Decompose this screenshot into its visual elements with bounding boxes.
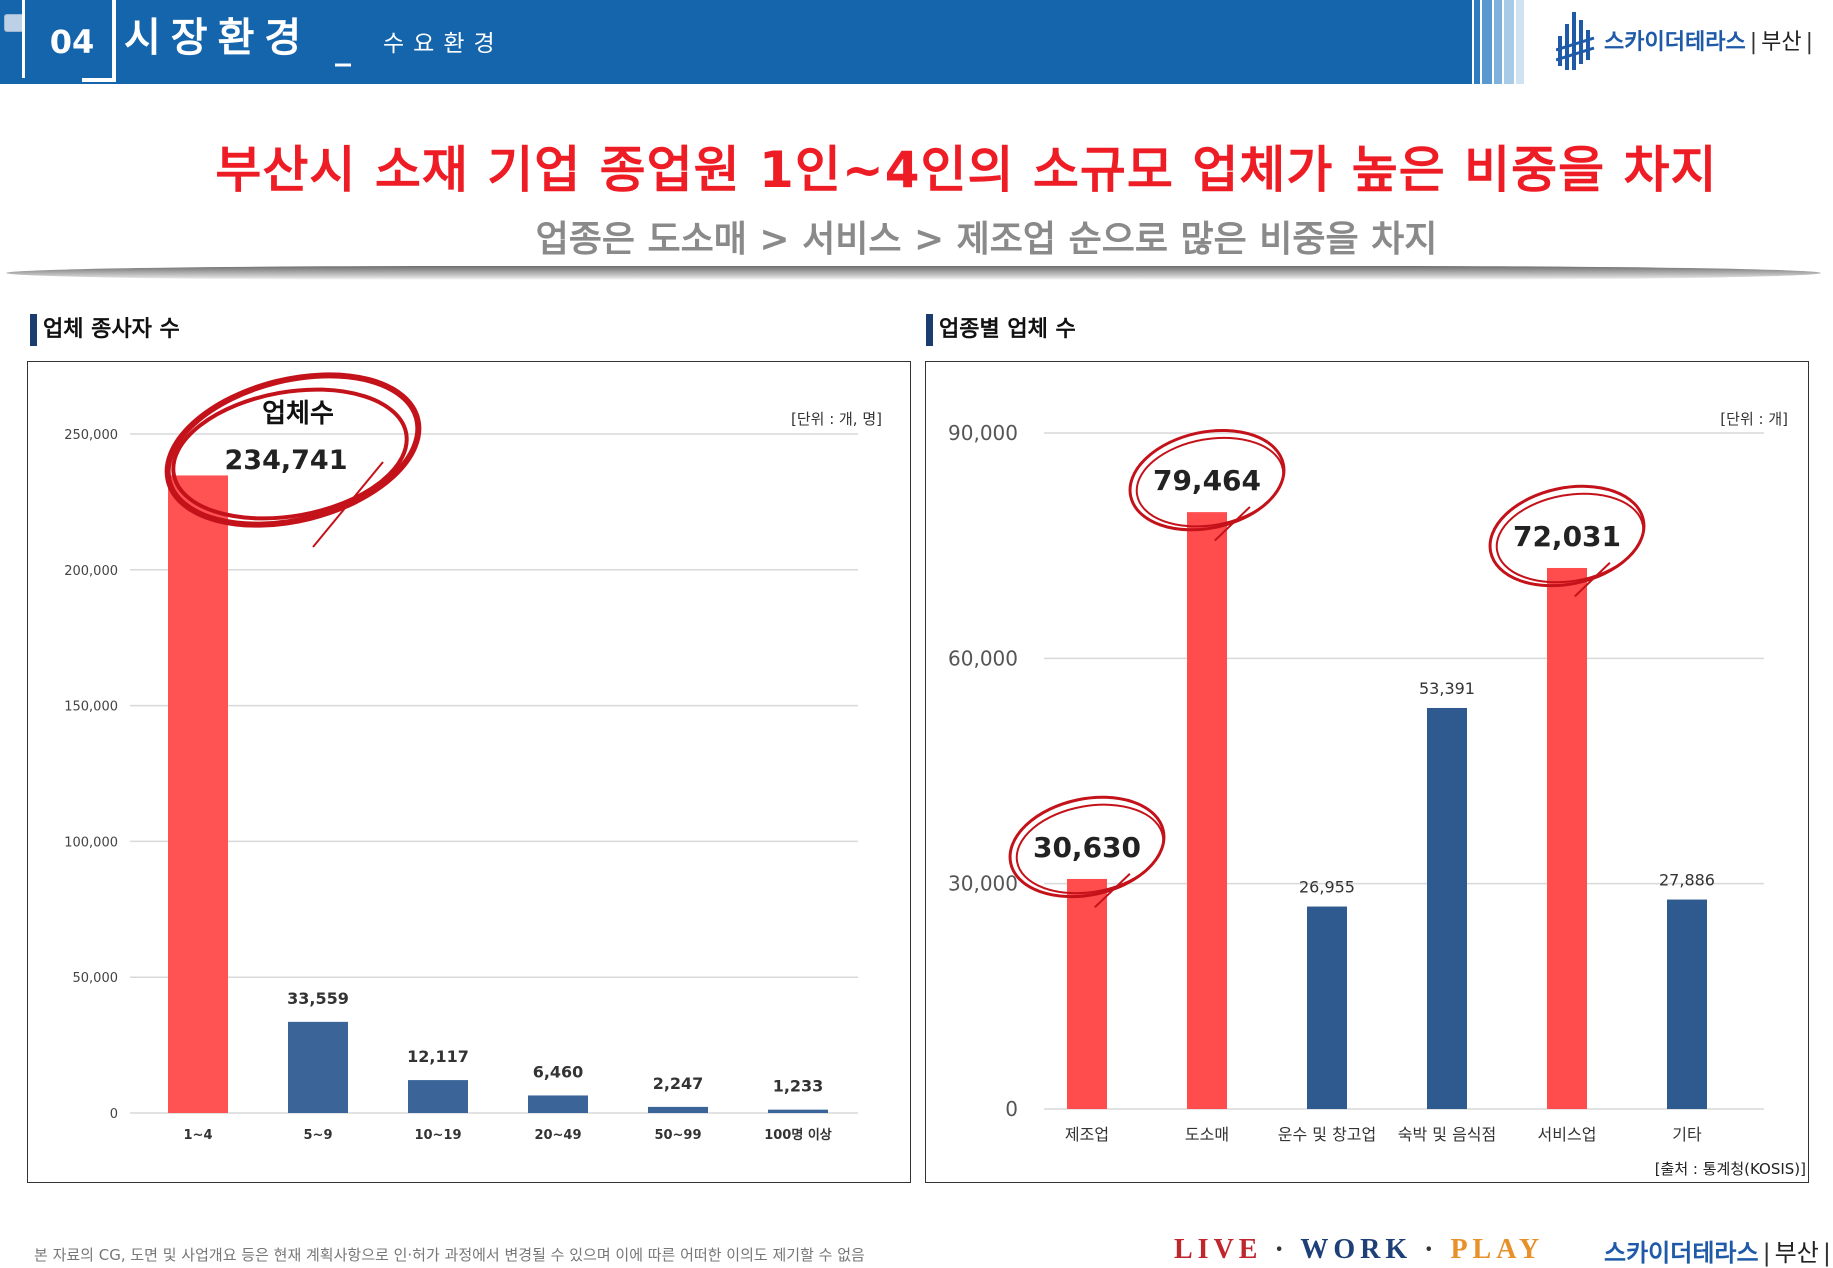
bar [528, 1095, 588, 1113]
value-label: 33,559 [287, 989, 349, 1008]
value-label: 6,460 [533, 1062, 584, 1081]
callout-title: 업체수 [262, 399, 334, 429]
category-label: 1~4 [184, 1128, 213, 1143]
bar [648, 1106, 708, 1113]
value-label: 12,117 [407, 1047, 469, 1066]
bar [408, 1080, 468, 1113]
y-tick-label: 150,000 [64, 700, 118, 715]
bar [1187, 512, 1227, 1109]
value-label: 234,741 [225, 445, 348, 476]
divider-shadow [6, 266, 1821, 280]
highlight-circle [1495, 492, 1645, 584]
bar [288, 1021, 348, 1113]
brand-city: 부산 [1761, 30, 1802, 55]
employee-count-chart: 0 50,000 100,000 150,000 200,000 250,000 [단위 :… [64, 372, 882, 1143]
industry-count-chart: 0 30,000 60,000 90,000 [단위 : 개] [출처 : 통계청(KOS… [948, 410, 1806, 1178]
bar [1307, 906, 1347, 1109]
footer-brand-logo: 스카이더테라스 | 부산 | [1604, 1239, 1831, 1267]
unit-note: [단위 : 개, 명] [791, 410, 882, 428]
category-label: 100명 이상 [764, 1127, 832, 1143]
category-label: 운수 및 창고업 [1278, 1125, 1377, 1144]
slogan-work: WORK [1300, 1234, 1413, 1265]
footer-brand-city: 부산 [1774, 1239, 1819, 1267]
highlight-circle [1488, 484, 1646, 588]
section-subtitle: 수요환경 [383, 31, 504, 57]
bar [768, 1109, 828, 1113]
highlight-circle [171, 387, 409, 521]
bar [1667, 899, 1707, 1109]
header-bracket-left [22, 0, 35, 78]
y-tick-label: 0 [110, 1107, 118, 1122]
value-label: 2,247 [653, 1074, 704, 1093]
slogan-play: PLAY [1450, 1234, 1545, 1265]
bar [168, 475, 228, 1113]
footer-brand-name: 스카이더테라스 [1604, 1239, 1759, 1267]
category-label: 5~9 [304, 1128, 333, 1143]
header-bracket [82, 0, 116, 82]
y-tick-label: 0 [1005, 1097, 1018, 1121]
unit-note: [단위 : 개] [1720, 410, 1788, 428]
right-chart-panel: 0 30,000 60,000 90,000 [단위 : 개] [출처 : 통계청(KOS… [925, 361, 1809, 1183]
section-number: 04 [49, 23, 95, 61]
section-title: 시장환경 [124, 15, 312, 61]
source-note: [출처 : 통계청(KOSIS)] [1655, 1160, 1806, 1178]
left-section-label: 업체 종사자 수 [30, 314, 180, 346]
footer-disclaimer: 본 자료의 CG, 도면 및 사업개요 등은 현재 계획사항으로 인·허가 과정… [34, 1246, 865, 1264]
category-label: 10~19 [414, 1128, 461, 1143]
brand-logo: 스카이더테라스 | 부산 | [1604, 30, 1814, 55]
y-tick-label: 250,000 [64, 428, 118, 443]
y-tick-label: 30,000 [948, 872, 1018, 896]
category-label: 기타 [1672, 1125, 1702, 1144]
category-label: 50~99 [654, 1128, 701, 1143]
category-label: 제조업 [1065, 1125, 1109, 1144]
highlight-circle [1128, 428, 1286, 532]
slogan-dot-2: · [1424, 1234, 1439, 1265]
y-tick-label: 100,000 [64, 835, 118, 850]
y-tick-label: 90,000 [948, 421, 1018, 445]
headline: 부산시 소재 기업 종업원 1인~4인의 소규모 업체가 높은 비중을 차지 [215, 141, 1718, 199]
highlight-circle [1135, 436, 1285, 528]
highlight-stroke [1214, 506, 1251, 542]
footer-slogan: LIVE · WORK · PLAY [1174, 1234, 1544, 1266]
highlight-circle [1008, 795, 1166, 899]
value-label: 79,464 [1153, 464, 1261, 497]
bar [1427, 707, 1467, 1109]
brand-name: 스카이더테라스 [1604, 30, 1746, 55]
slogan-live: LIVE [1174, 1234, 1263, 1265]
y-tick-label: 50,000 [73, 971, 119, 986]
highlight-stroke [1574, 562, 1611, 598]
highlight-stroke [312, 461, 384, 548]
subheadline: 업종은 도소매 > 서비스 > 제조업 순으로 많은 비중을 차지 [535, 219, 1438, 260]
section-separator: _ [335, 29, 351, 67]
highlight-stroke [1094, 873, 1131, 909]
category-label: 숙박 및 음식점 [1398, 1125, 1497, 1144]
value-label: 53,391 [1419, 679, 1475, 698]
comment-icon[interactable] [4, 14, 24, 32]
right-section-label: 업종별 업체 수 [926, 314, 1076, 346]
value-label: 30,630 [1033, 831, 1141, 864]
value-label: 1,233 [773, 1077, 824, 1096]
bar [1067, 878, 1107, 1109]
highlight-circle [1015, 803, 1165, 895]
value-label: 27,886 [1659, 871, 1715, 890]
slogan-dot-1: · [1274, 1234, 1289, 1265]
brand-logo-icon [1556, 12, 1595, 70]
bar [1547, 567, 1587, 1109]
highlight-circle [164, 372, 422, 528]
category-label: 20~49 [534, 1128, 581, 1143]
y-tick-label: 60,000 [948, 646, 1018, 670]
header-bar [0, 0, 1468, 84]
value-label: 72,031 [1513, 520, 1621, 553]
y-tick-label: 200,000 [64, 564, 118, 579]
left-chart-panel: 0 50,000 100,000 150,000 200,000 250,000 [단위 :… [27, 361, 911, 1183]
value-label: 26,955 [1299, 878, 1355, 897]
category-label: 도소매 [1185, 1125, 1229, 1144]
category-label: 서비스업 [1538, 1125, 1597, 1144]
